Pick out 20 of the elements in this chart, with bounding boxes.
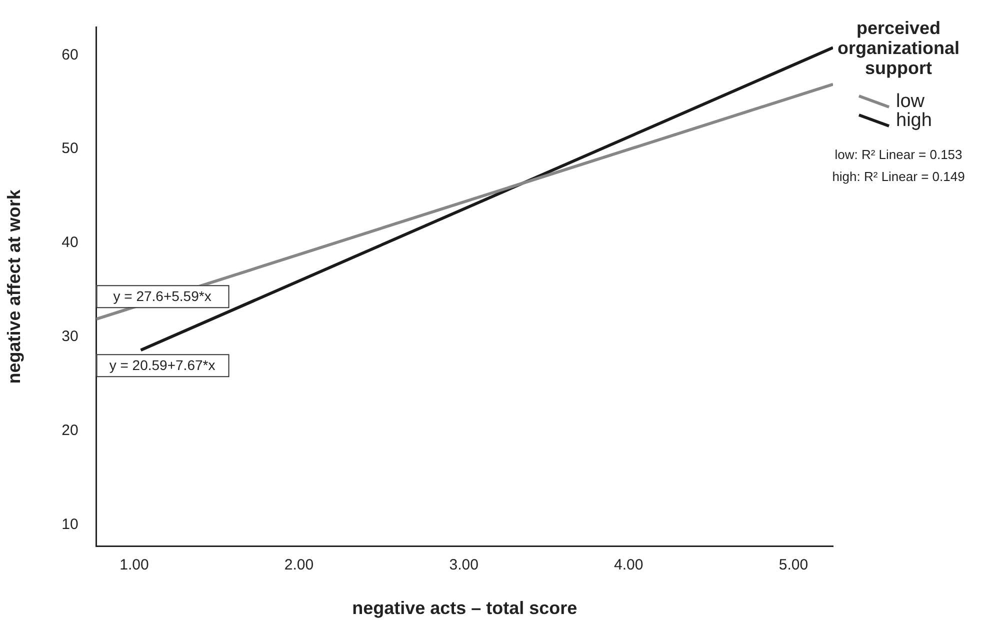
annotation: high: R² Linear = 0.149 xyxy=(831,168,966,186)
y-tick-label: 40 xyxy=(62,234,78,252)
annotation: y = 20.59+7.67*x xyxy=(109,356,216,373)
x-tick-label: 5.00 xyxy=(778,556,808,574)
y-axis-title: negative affect at work xyxy=(4,188,24,384)
x-tick-label: 3.00 xyxy=(449,556,478,574)
legend-label: low xyxy=(896,90,925,112)
y-tick-label: 10 xyxy=(62,516,78,533)
legend-title: perceived organizational support xyxy=(836,18,960,78)
legend-label: high xyxy=(896,110,932,132)
x-tick-label: 2.00 xyxy=(284,556,314,574)
y-tick-label: 50 xyxy=(62,140,78,158)
y-tick-label: 20 xyxy=(62,422,78,440)
y-tick-label: 60 xyxy=(62,46,78,64)
x-tick-label: 1.00 xyxy=(120,556,149,574)
x-axis-title: negative acts – total score xyxy=(352,598,578,618)
text: low: R² Linear = 0.153 xyxy=(834,146,964,164)
x-tick-label: 4.00 xyxy=(614,556,644,574)
annotation: y = 27.6+5.59*x xyxy=(113,288,212,304)
y-tick-label: 30 xyxy=(62,328,78,346)
